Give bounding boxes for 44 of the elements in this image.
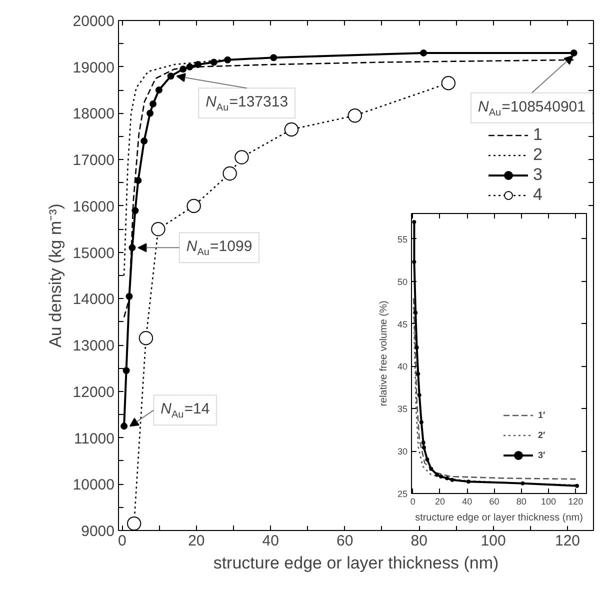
y-axis-title: Au density (kg m⁻³) [46,204,65,348]
legend-label: 4 [533,185,544,205]
x-tick-label: 120 [568,496,584,506]
x-tick-label: 60 [336,532,354,550]
y-tick-label: 20000 [72,13,115,30]
x-tick-label: 100 [480,532,506,550]
legend-label: 2′ [538,430,546,440]
legend-label: 1′ [538,410,546,420]
y-tick-label: 19000 [72,59,115,76]
x-tick-label: 80 [516,496,526,506]
y-tick-label: 14000 [72,291,115,308]
y-tick-label: 11000 [74,430,115,448]
y-tick-label: 30 [397,446,408,457]
y-tick-label: 18000 [72,106,115,123]
y-tick-label: 55 [397,234,408,244]
y-tick-label: 13000 [72,338,115,355]
x-tick-label: 80 [410,532,428,550]
y-tick-label: 9000 [81,523,115,540]
y-tick-label: 35 [397,404,408,414]
x-tick-label: 120 [555,532,580,550]
y-tick-label: 45 [397,319,408,330]
legend-label: 2 [533,145,544,165]
x-tick-label: 20 [188,532,205,550]
x-tick-label: 0 [410,496,416,506]
x-tick-label: 100 [541,496,556,506]
y-tick-label: 17000 [72,152,115,170]
legend-label: 3′ [538,450,546,460]
y-tick-label: 10000 [72,476,115,494]
y-tick-label: 15000 [72,244,115,262]
x-axis-title: structure edge or layer thickness (nm) [415,512,583,524]
x-tick-label: 40 [462,496,472,506]
x-tick-label: 60 [489,496,500,506]
x-axis-title: structure edge or layer thickness (nm) [213,554,499,572]
y-tick-label: 12000 [72,384,115,401]
y-tick-label: 25 [397,489,408,499]
y-tick-label: 16000 [72,198,115,216]
x-tick-label: 20 [434,496,445,506]
y-tick-label: 50 [397,276,408,287]
legend-label: 3 [533,165,544,185]
y-axis-title: relative free volume (%) [378,300,390,406]
y-tick-label: 40 [397,362,408,372]
x-tick-label: 40 [262,532,279,550]
legend-label: 1 [533,125,544,145]
x-tick-label: 0 [118,532,126,550]
